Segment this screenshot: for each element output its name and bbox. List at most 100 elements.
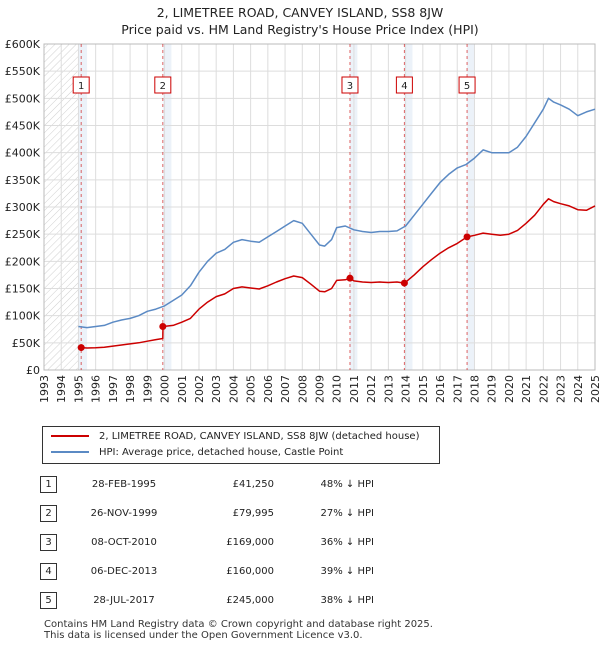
x-tick-label: 1996 <box>90 375 103 403</box>
transaction-number-cell: 2 <box>40 499 74 528</box>
transaction-marker-box-2 <box>154 76 172 94</box>
transaction-date: 28-FEB-1995 <box>91 479 157 490</box>
transaction-hpi-diff: 48% ↓ HPI <box>320 479 374 490</box>
y-tick-label: £200K <box>5 255 41 268</box>
transaction-marker-label-3: 3 <box>347 81 353 92</box>
transaction-marker-label-4: 4 <box>401 81 407 92</box>
x-tick-label: 2005 <box>245 375 258 403</box>
y-tick-label: £400K <box>5 147 41 160</box>
x-tick-label: 2016 <box>434 375 447 403</box>
x-tick-label: 1997 <box>107 375 120 403</box>
x-tick-label: 2009 <box>314 375 327 403</box>
y-tick-label: £0 <box>26 364 40 377</box>
x-tick-label: 2024 <box>572 375 585 403</box>
x-tick-label: 2007 <box>279 375 292 403</box>
transaction-marker-box-3 <box>341 76 359 94</box>
x-tick-label: 1994 <box>55 375 68 403</box>
table-row: 3 08-OCT-2010 £169,000 36% ↓ HPI <box>40 528 374 557</box>
transaction-date: 28-JUL-2017 <box>93 595 155 606</box>
y-tick-label: £50K <box>12 337 41 350</box>
transaction-date: 26-NOV-1999 <box>90 508 158 519</box>
x-tick-label: 2010 <box>331 375 344 403</box>
y-tick-label: £150K <box>5 283 41 296</box>
y-tick-label: £550K <box>5 65 41 78</box>
transaction-marker-box-1 <box>72 76 90 94</box>
transaction-marker-label-1: 1 <box>78 81 84 92</box>
transactions-table: 1 28-FEB-1995 £41,250 48% ↓ HPI 2 26-NOV-1999… <box>40 470 374 615</box>
transaction-hpi-diff: 36% ↓ HPI <box>320 537 374 548</box>
transaction-marker-label-2: 2 <box>160 81 166 92</box>
x-tick-label: 2025 <box>589 375 600 403</box>
legend-item-hpi: HPI: Average price, detached house, Cast… <box>51 445 343 461</box>
chart-title: 2, LIMETREE ROAD, CANVEY ISLAND, SS8 8JW… <box>0 4 600 38</box>
transaction-price: £41,250 <box>232 479 274 490</box>
x-tick-label: 2021 <box>520 375 533 403</box>
x-tick-label: 2011 <box>348 375 361 403</box>
transaction-marker-box-5 <box>458 76 476 94</box>
y-tick-label: £600K <box>5 38 41 51</box>
transaction-date: 08-OCT-2010 <box>91 537 157 548</box>
transaction-hpi-diff: 39% ↓ HPI <box>320 566 374 577</box>
x-tick-label: 2019 <box>486 375 499 403</box>
x-tick-label: 2012 <box>365 375 378 403</box>
transaction-price: £79,995 <box>232 508 274 519</box>
x-tick-label: 1993 <box>38 375 51 403</box>
title-line-2: Price paid vs. HM Land Registry's House … <box>121 22 479 37</box>
transaction-marker-label-5: 5 <box>464 81 470 92</box>
transaction-marker-box-4 <box>395 76 413 94</box>
table-row: 5 28-JUL-2017 £245,000 38% ↓ HPI <box>40 586 374 615</box>
transaction-date: 06-DEC-2013 <box>90 566 158 577</box>
legend-swatch-hpi <box>51 451 89 453</box>
footer-copyright: Contains HM Land Registry data © Crown c… <box>44 619 433 630</box>
transaction-point-2 <box>159 323 167 331</box>
legend-swatch-property <box>51 435 89 437</box>
transaction-number-cell: 4 <box>40 557 74 586</box>
y-tick-label: £100K <box>5 310 41 323</box>
transaction-point-5 <box>463 233 471 241</box>
x-tick-label: 2000 <box>159 375 172 403</box>
hpi-line <box>78 97 596 329</box>
x-tick-label: 2001 <box>176 375 189 403</box>
legend-label-hpi: HPI: Average price, detached house, Cast… <box>99 447 344 458</box>
x-tick-label: 2003 <box>210 375 223 403</box>
x-tick-label: 2015 <box>417 375 430 403</box>
transaction-price: £169,000 <box>226 537 274 548</box>
x-tick-label: 2022 <box>537 375 550 403</box>
transaction-number-cell: 5 <box>40 586 74 615</box>
transaction-number: 5 <box>40 592 57 609</box>
y-tick-label: £350K <box>5 174 41 187</box>
transaction-price: £245,000 <box>226 595 274 606</box>
legend-item-property: 2, LIMETREE ROAD, CANVEY ISLAND, SS8 8JW… <box>51 429 419 445</box>
x-tick-label: 1999 <box>141 375 154 403</box>
transaction-hpi-diff: 27% ↓ HPI <box>320 508 374 519</box>
x-tick-label: 2017 <box>451 375 464 403</box>
title-line-1: 2, LIMETREE ROAD, CANVEY ISLAND, SS8 8JW <box>156 5 444 20</box>
plot-border <box>43 43 596 371</box>
legend-label-property: 2, LIMETREE ROAD, CANVEY ISLAND, SS8 8JW… <box>99 431 420 442</box>
transaction-number: 2 <box>40 505 57 522</box>
x-tick-label: 2020 <box>503 375 516 403</box>
x-tick-label: 2002 <box>193 375 206 403</box>
footer-licence: This data is licensed under the Open Gov… <box>44 630 363 641</box>
transaction-point-3 <box>346 274 354 282</box>
y-tick-label: £500K <box>5 92 41 105</box>
transaction-number-cell: 1 <box>40 470 74 499</box>
transaction-number: 4 <box>40 563 57 580</box>
chart-legend: 2, LIMETREE ROAD, CANVEY ISLAND, SS8 8JW… <box>42 426 440 464</box>
transaction-number-cell: 3 <box>40 528 74 557</box>
y-tick-label: £450K <box>5 120 41 133</box>
transaction-point-4 <box>400 279 408 287</box>
x-tick-label: 2004 <box>227 375 240 403</box>
x-tick-label: 2013 <box>382 375 395 403</box>
transaction-price: £160,000 <box>226 566 274 577</box>
footer: Contains HM Land Registry data © Crown c… <box>44 619 433 641</box>
x-tick-label: 2018 <box>468 375 481 403</box>
x-tick-label: 1998 <box>124 375 137 403</box>
y-tick-label: £300K <box>5 201 41 214</box>
x-tick-label: 2023 <box>555 375 568 403</box>
x-tick-label: 2014 <box>400 375 413 403</box>
table-row: 2 26-NOV-1999 £79,995 27% ↓ HPI <box>40 499 374 528</box>
table-row: 1 28-FEB-1995 £41,250 48% ↓ HPI <box>40 470 374 499</box>
transaction-number: 3 <box>40 534 57 551</box>
x-tick-label: 1995 <box>72 375 85 403</box>
